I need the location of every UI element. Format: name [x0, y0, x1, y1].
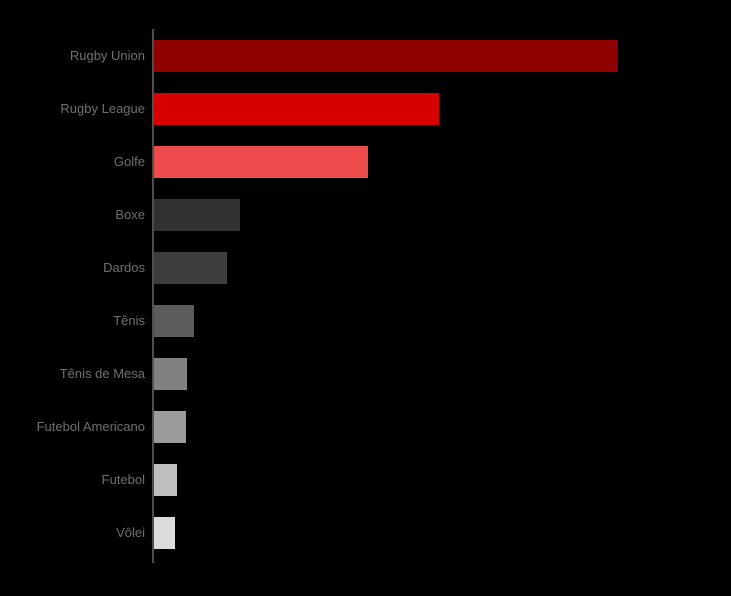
chart-row: Tênis	[0, 295, 731, 348]
category-label: Rugby League	[60, 100, 145, 116]
bar-dardos	[154, 252, 227, 284]
category-label: Rugby Union	[69, 47, 145, 63]
y-axis-line	[152, 29, 154, 563]
category-label: Boxe	[115, 206, 145, 222]
chart-rows: Rugby Union Rugby League Golfe Boxe Dardos Tê…	[0, 30, 731, 560]
category-label: Golfe	[113, 153, 145, 169]
category-label: Futebol Americano	[36, 418, 145, 434]
bar-futebol-americano	[154, 411, 187, 443]
chart-row: Rugby League	[0, 83, 731, 136]
bar-futebol	[154, 464, 178, 496]
bar-rugby-league	[154, 93, 439, 125]
category-label: Dardos	[103, 259, 145, 275]
bar-rugby-union	[154, 40, 618, 72]
chart-row: Tênis de Mesa	[0, 348, 731, 401]
category-label: Futebol	[101, 471, 145, 487]
chart-row: Golfe	[0, 136, 731, 189]
chart-row: Futebol Americano	[0, 401, 731, 454]
bar-volei	[154, 517, 175, 549]
category-label: Tênis	[113, 312, 145, 328]
bar-boxe	[154, 199, 240, 231]
chart-row: Boxe	[0, 189, 731, 242]
chart-row: Rugby Union	[0, 30, 731, 83]
bar-golfe	[154, 146, 368, 178]
bar-tenis	[154, 305, 194, 337]
category-label: Tênis de Mesa	[59, 365, 145, 381]
chart-row: Dardos	[0, 242, 731, 295]
bar-tenis-de-mesa	[154, 358, 187, 390]
category-label: Vôlei	[116, 524, 145, 540]
chart-row: Futebol	[0, 454, 731, 507]
chart-row: Vôlei	[0, 507, 731, 560]
